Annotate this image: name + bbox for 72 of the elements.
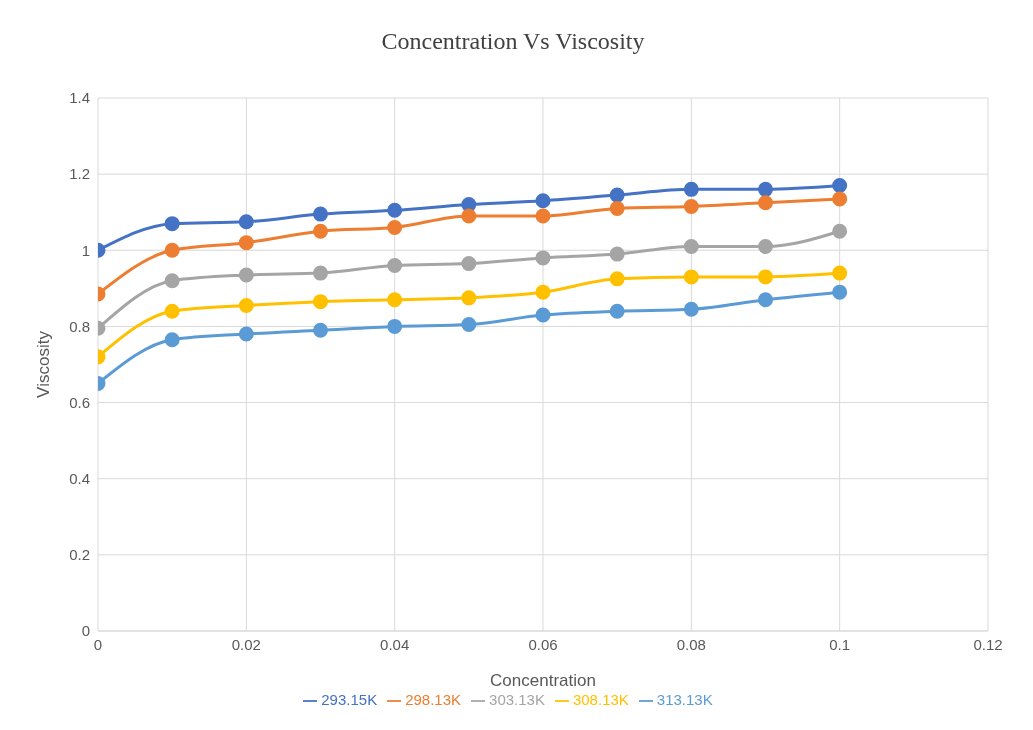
point (535, 250, 551, 266)
legend-label: 313.13K (656, 690, 713, 708)
legend-label: 293.15K (321, 690, 378, 708)
y-tick-label: 0.4 (69, 470, 90, 488)
point (609, 271, 625, 287)
y-tick-label: 0.8 (69, 317, 90, 335)
y-tick-label: 1.2 (69, 165, 90, 183)
point (238, 267, 254, 283)
point (313, 206, 328, 222)
x-tick-label: 0.04 (380, 635, 410, 653)
point (683, 301, 699, 317)
point (832, 223, 848, 239)
x-tick-label: 0.12 (973, 635, 1003, 653)
y-tick-label: 1.4 (69, 89, 90, 107)
x-tick-label: 0.1 (829, 635, 851, 653)
point (387, 292, 403, 308)
point (461, 208, 477, 224)
point (238, 326, 254, 342)
y-tick-label: 0 (81, 622, 90, 640)
point (535, 307, 551, 323)
point (313, 322, 328, 338)
point (535, 208, 551, 224)
legend-label: 303.13K (489, 690, 545, 708)
point (609, 303, 625, 319)
point (609, 200, 625, 216)
y-tick-label: 0.2 (69, 546, 90, 564)
point (164, 273, 180, 289)
y-tick-label: 0.6 (69, 393, 90, 411)
point (609, 246, 625, 262)
x-tick-label: 0.06 (528, 635, 558, 653)
point (164, 303, 180, 319)
x-tick-label: 0.08 (676, 635, 706, 653)
point (758, 292, 773, 308)
point (683, 181, 699, 197)
point (535, 284, 551, 300)
chart-title: Concentration Vs Viscosity (380, 27, 646, 56)
y-tick-label: 1 (81, 241, 90, 259)
point (535, 193, 551, 209)
point (758, 238, 773, 254)
point (238, 235, 254, 251)
point (758, 195, 773, 211)
point (387, 202, 403, 218)
point (238, 297, 254, 313)
point (238, 214, 254, 230)
point (461, 256, 477, 272)
point (164, 242, 180, 258)
point (313, 223, 328, 239)
point (313, 265, 328, 281)
y-axis-title: Viscosity (34, 330, 54, 398)
point (683, 269, 699, 285)
x-axis-title: Concentration (490, 670, 596, 690)
point (387, 318, 403, 334)
point (758, 269, 773, 285)
x-tick-label: 0.02 (231, 635, 261, 653)
point (164, 216, 180, 232)
point (832, 178, 848, 194)
point (387, 258, 403, 273)
point (683, 238, 699, 254)
point (461, 290, 477, 306)
point (609, 187, 625, 203)
point (758, 181, 773, 197)
point (461, 317, 477, 333)
point (313, 294, 328, 310)
legend-label: 298.13K (405, 690, 462, 708)
point (832, 265, 848, 281)
point (164, 332, 180, 348)
x-tick-label: 0 (93, 635, 103, 653)
point (387, 219, 403, 235)
point (832, 284, 848, 300)
legend-label: 308.13K (572, 690, 629, 708)
point (832, 191, 848, 207)
point (683, 199, 699, 214)
